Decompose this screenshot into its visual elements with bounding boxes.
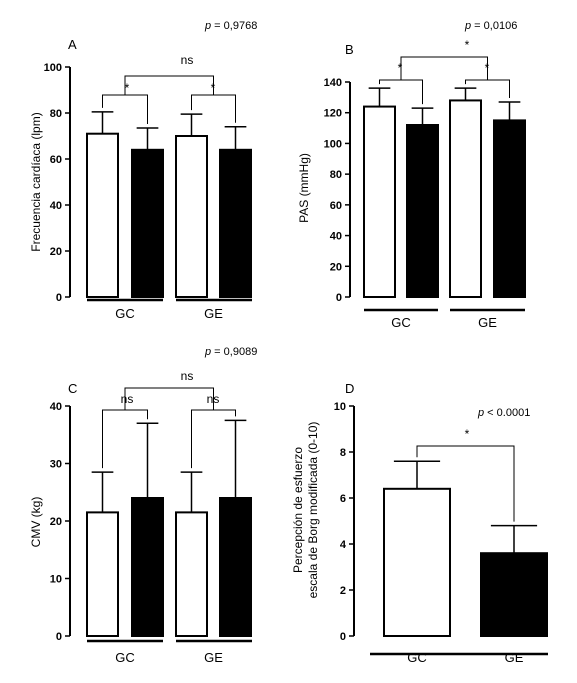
p-symbol: p bbox=[204, 346, 211, 358]
y-tick-label: 140 bbox=[324, 77, 342, 89]
panel-d: 0 2 4 6 8 10 Percepción de esfuerzoescala de B… bbox=[291, 381, 548, 665]
category-label: GC bbox=[407, 650, 427, 665]
category-label: GE bbox=[204, 650, 223, 665]
p-value-text: = 0,0106 bbox=[471, 20, 517, 32]
y-tick-label: 6 bbox=[340, 493, 346, 505]
significance-bracket bbox=[416, 445, 515, 522]
bar-black bbox=[480, 552, 548, 638]
significance-bracket bbox=[124, 387, 214, 410]
p-value: p = 0,9089 bbox=[204, 346, 257, 358]
y-tick-label: 8 bbox=[340, 447, 346, 459]
y-axis-label-line: escala de Borg modificada (0-10) bbox=[306, 422, 320, 599]
significance-bracket bbox=[191, 409, 236, 469]
bar-black bbox=[219, 148, 252, 298]
p-value-text: < 0.0001 bbox=[484, 407, 530, 419]
significance-label: ns bbox=[181, 369, 194, 383]
panel-letter: A bbox=[68, 37, 77, 52]
p-symbol: p bbox=[204, 20, 211, 32]
panel-letter: B bbox=[345, 42, 354, 57]
p-value-text: = 0,9768 bbox=[211, 20, 257, 32]
y-tick-label: 4 bbox=[340, 539, 347, 551]
bar-white bbox=[86, 511, 119, 637]
p-value: p < 0.0001 bbox=[477, 407, 530, 419]
bar-white bbox=[175, 511, 208, 637]
panel-a: 0 20 40 60 80 100 Frecuencia cardíaca (lpm) Ap … bbox=[29, 20, 257, 321]
y-tick-label: 2 bbox=[340, 585, 346, 597]
y-axis-label-line: PAS (mmHg) bbox=[297, 153, 311, 223]
significance-bracket bbox=[379, 79, 423, 105]
y-axis-label: PAS (mmHg) bbox=[297, 153, 311, 223]
category-label: GC bbox=[391, 315, 411, 330]
significance-bracket bbox=[465, 79, 510, 98]
y-axis-label: Frecuencia cardíaca (lpm) bbox=[29, 112, 43, 251]
category-label: GC bbox=[115, 306, 135, 321]
y-tick-label: 20 bbox=[50, 516, 62, 528]
y-tick-label: 0 bbox=[56, 631, 62, 643]
bar-white bbox=[449, 99, 482, 298]
y-tick-label: 80 bbox=[50, 108, 62, 120]
y-tick-label: 60 bbox=[330, 200, 342, 212]
y-tick-label: 20 bbox=[330, 261, 342, 273]
category-label: GE bbox=[505, 650, 524, 665]
significance-label: * bbox=[125, 81, 130, 95]
y-tick-label: 120 bbox=[324, 108, 342, 120]
significance-label: * bbox=[465, 38, 470, 52]
y-tick-label: 0 bbox=[336, 292, 342, 304]
bar-black bbox=[131, 148, 164, 298]
y-axis-label-line: Frecuencia cardíaca (lpm) bbox=[29, 112, 43, 251]
significance-label: ns bbox=[121, 392, 134, 406]
y-tick-label: 30 bbox=[50, 459, 62, 471]
bar-white bbox=[363, 105, 396, 298]
significance-label: ns bbox=[181, 53, 194, 67]
significance-bracket bbox=[191, 94, 236, 123]
y-tick-label: 100 bbox=[324, 138, 342, 150]
category-label: GC bbox=[115, 650, 135, 665]
y-tick-label: 10 bbox=[50, 574, 62, 586]
category-label: GE bbox=[478, 315, 497, 330]
p-value-text: = 0,9089 bbox=[211, 346, 257, 358]
y-axis-label-line: Percepción de esfuerzo bbox=[291, 447, 305, 573]
y-tick-label: 20 bbox=[50, 246, 62, 258]
y-tick-label: 100 bbox=[44, 62, 62, 74]
bar-black bbox=[406, 124, 439, 298]
y-axis-label: Percepción de esfuerzoescala de Borg mod… bbox=[291, 422, 320, 599]
y-tick-label: 80 bbox=[330, 169, 342, 181]
bar-white bbox=[86, 132, 119, 298]
y-axis-label-line: CMV (kg) bbox=[29, 497, 43, 548]
bar-white bbox=[383, 487, 451, 637]
bar-black bbox=[493, 119, 526, 299]
significance-label: * bbox=[398, 61, 403, 75]
panel-letter: C bbox=[68, 381, 77, 396]
significance-bracket bbox=[102, 94, 148, 124]
y-axis-label: CMV (kg) bbox=[29, 497, 43, 548]
bar-black bbox=[131, 497, 164, 637]
category-label: GE bbox=[204, 306, 223, 321]
panel-letter: D bbox=[345, 381, 354, 396]
y-tick-label: 60 bbox=[50, 154, 62, 166]
y-tick-label: 0 bbox=[56, 292, 62, 304]
significance-bracket bbox=[124, 75, 214, 95]
significance-bracket bbox=[102, 409, 148, 469]
bar-black bbox=[219, 497, 252, 637]
p-symbol: p bbox=[464, 20, 471, 32]
bar-white bbox=[175, 135, 208, 298]
y-tick-label: 40 bbox=[50, 200, 62, 212]
panel-b: 0 20 40 60 80 100 120 140 PAS (mmHg) Bp = 0,0106 G… bbox=[297, 20, 526, 330]
p-value: p = 0,9768 bbox=[204, 20, 257, 32]
significance-label: * bbox=[465, 427, 470, 441]
p-symbol: p bbox=[477, 407, 484, 419]
p-value: p = 0,0106 bbox=[464, 20, 517, 32]
y-tick-label: 0 bbox=[340, 631, 346, 643]
y-tick-label: 40 bbox=[50, 401, 62, 413]
y-tick-label: 10 bbox=[334, 401, 346, 413]
y-tick-label: 40 bbox=[330, 231, 342, 243]
significance-bracket bbox=[400, 56, 488, 80]
